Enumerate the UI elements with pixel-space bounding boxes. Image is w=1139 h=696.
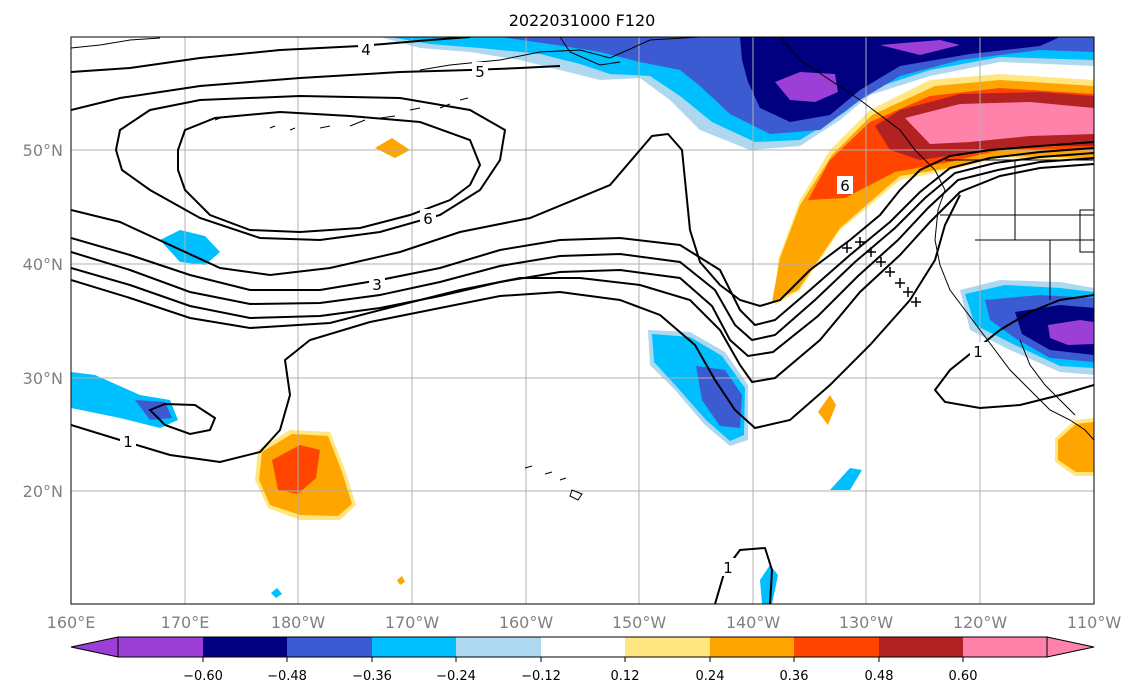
contour-line-1-east	[933, 294, 1094, 410]
contour-closed-6-inner	[177, 110, 482, 234]
contour-label: 1	[123, 433, 133, 451]
colorbar-label: −0.48	[267, 669, 307, 684]
colorbar-label: 0.36	[780, 669, 809, 684]
colorbar-label: 0.24	[696, 669, 725, 684]
anomaly-negative-southwest-5	[1048, 320, 1094, 345]
x-tick-label: 110°W	[1067, 613, 1122, 632]
colorbar-segment	[456, 637, 541, 657]
anomaly-negative-central-3	[696, 366, 742, 428]
contour-line-b	[71, 147, 1094, 327]
x-tick-label: 170°W	[385, 613, 440, 632]
plus-marker	[903, 287, 913, 297]
colorbar-label: 0.48	[865, 669, 894, 684]
gridlines	[71, 37, 1094, 604]
x-tick-label: 160°W	[499, 613, 554, 632]
plus-marker	[866, 247, 876, 257]
x-tick-label: 120°W	[953, 613, 1008, 632]
contour-closed-6-outer	[114, 94, 507, 242]
anomaly-positive-band-5	[905, 102, 1094, 144]
anomaly-negative-north-4	[740, 37, 1060, 122]
colorbar-segment	[794, 637, 879, 657]
contour-label: 3	[372, 276, 382, 294]
contour-line-c	[71, 152, 1094, 342]
colorbar-segment	[372, 637, 456, 657]
plus-marker	[855, 237, 865, 247]
coast-hawaii	[524, 465, 583, 501]
contour-label: 5	[475, 63, 485, 81]
anomaly-negative-small-4	[830, 468, 862, 490]
colorbar-segment	[541, 637, 625, 657]
x-tick-label: 130°W	[839, 613, 894, 632]
contour-label: 1	[723, 559, 733, 577]
colorbar-frame	[117, 636, 1048, 658]
plus-marker	[911, 297, 921, 307]
colorbar-segment	[963, 637, 1047, 657]
x-tick-label: 170°E	[161, 613, 210, 632]
x-tick-label: 160°E	[47, 613, 96, 632]
y-axis-labels: 50°N 40°N 30°N 20°N	[23, 141, 63, 501]
coast-alaska	[71, 37, 946, 191]
y-tick-label: 30°N	[23, 369, 63, 388]
colorbar-segment	[203, 637, 287, 657]
colorbar-label: −0.36	[352, 669, 392, 684]
y-tick-label: 40°N	[23, 255, 63, 274]
x-tick-label: 140°W	[726, 613, 781, 632]
colorbar-segment	[710, 637, 794, 657]
colorbar-label: 0.12	[611, 669, 640, 684]
contour-label: 4	[361, 41, 371, 59]
contour-line-a	[71, 132, 1094, 308]
plus-marker	[895, 278, 905, 288]
colorbar-low-extend	[70, 636, 119, 658]
colorbar-label: 0.60	[949, 669, 978, 684]
plus-marker	[876, 257, 886, 267]
colorbar-label: −0.60	[183, 669, 223, 684]
colorbar-segment	[118, 637, 203, 657]
map-title: 2022031000 F120	[509, 11, 656, 30]
contour-label: 6	[423, 210, 433, 228]
colorbar: −0.60 −0.48 −0.36 −0.24 −0.12 0.12 0.24 …	[70, 636, 1095, 684]
anomaly-fill-layer	[71, 37, 1094, 604]
contour-labels: 4 5 6 6 3 1 1 1	[120, 40, 986, 577]
anomaly-positive-tropical-3	[272, 445, 320, 494]
colorbar-segment	[625, 637, 710, 657]
colorbar-segment	[287, 637, 372, 657]
map-panel: 4 5 6 6 3 1 1 1	[71, 37, 1094, 604]
anomaly-negative-north-6	[880, 40, 960, 55]
x-axis-labels: 160°E 170°E 180°W 170°W 160°W 150°W 140°…	[47, 613, 1122, 632]
contour-line-4	[71, 37, 471, 73]
contour-closed-small	[148, 402, 217, 436]
anomaly-positive-small-2	[818, 395, 836, 425]
plus-markers	[842, 237, 921, 307]
anomaly-negative-small-1	[160, 230, 220, 265]
colorbar-label: −0.24	[436, 669, 476, 684]
map-frame	[70, 36, 1095, 605]
contour-line-e	[71, 163, 1094, 384]
colorbar-label: −0.12	[521, 669, 561, 684]
anomaly-positive-baja-2	[1058, 422, 1094, 472]
x-tick-label: 150°W	[612, 613, 667, 632]
contour-line-d	[71, 157, 1094, 358]
anomaly-positive-small-1	[375, 138, 410, 158]
x-tick-label: 180°W	[271, 613, 326, 632]
y-tick-label: 20°N	[23, 482, 63, 501]
contour-line-1	[71, 194, 961, 464]
plus-marker	[885, 267, 895, 277]
contour-line-5	[71, 65, 561, 111]
contour-label: 6	[840, 177, 850, 195]
contour-label: 1	[973, 343, 983, 361]
y-tick-label: 50°N	[23, 141, 63, 160]
contour-layer	[71, 37, 1094, 604]
anomaly-negative-small-6	[271, 588, 282, 598]
colorbar-segment	[879, 637, 963, 657]
colorbar-ticks	[202, 657, 964, 662]
anomaly-negative-small-5	[760, 565, 778, 604]
anomaly-positive-small-3	[397, 576, 405, 585]
colorbar-high-extend	[1046, 636, 1095, 658]
plus-marker	[842, 243, 852, 253]
anomaly-negative-north-5	[775, 72, 838, 102]
